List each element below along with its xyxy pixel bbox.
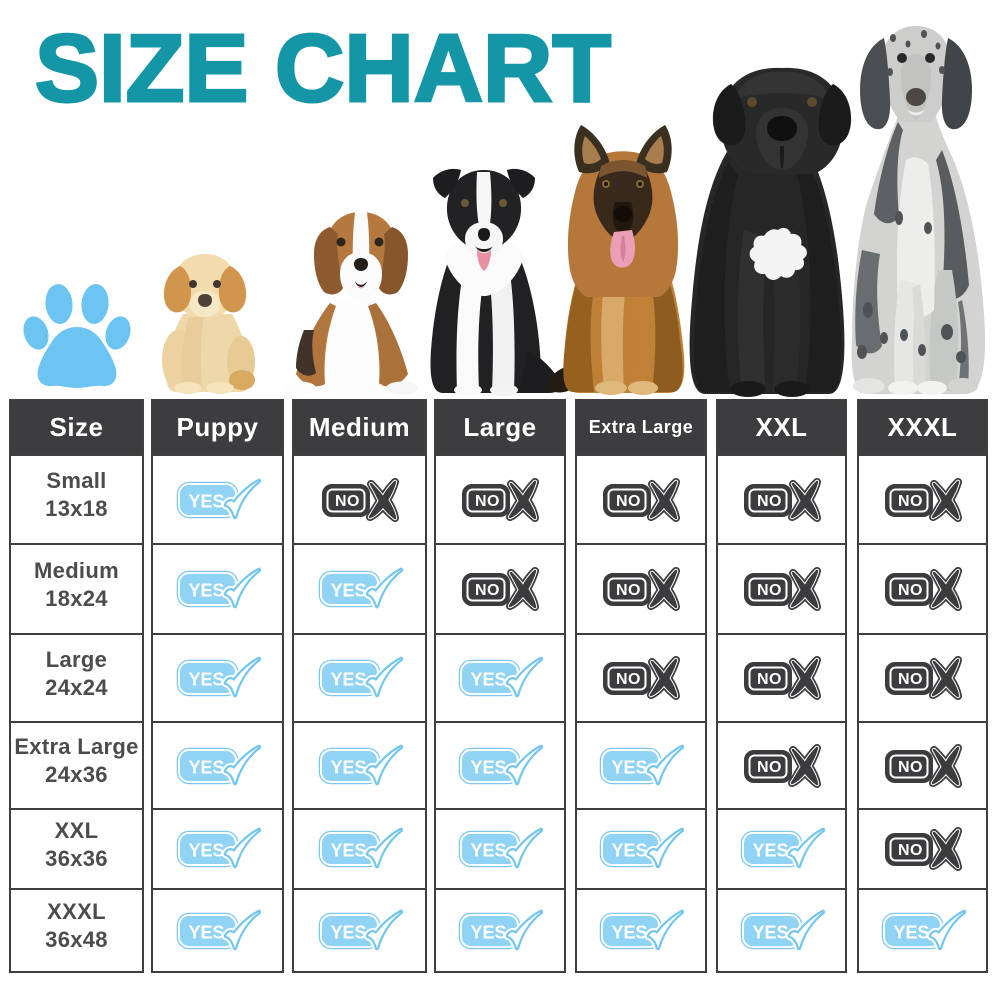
svg-text:NO: NO bbox=[335, 493, 360, 510]
svg-text:NO: NO bbox=[757, 582, 782, 599]
svg-text:YES: YES bbox=[471, 922, 507, 942]
svg-text:YES: YES bbox=[330, 581, 366, 601]
svg-text:YES: YES bbox=[893, 922, 929, 942]
svg-text:NO: NO bbox=[616, 582, 641, 599]
svg-text:YES: YES bbox=[188, 841, 224, 861]
svg-text:NO: NO bbox=[616, 671, 641, 688]
svg-text:YES: YES bbox=[188, 670, 224, 690]
svg-text:NO: NO bbox=[898, 842, 923, 859]
svg-text:YES: YES bbox=[330, 922, 366, 942]
svg-text:YES: YES bbox=[188, 757, 224, 777]
svg-text:NO: NO bbox=[475, 582, 500, 599]
svg-text:NO: NO bbox=[757, 493, 782, 510]
svg-text:YES: YES bbox=[330, 757, 366, 777]
svg-text:NO: NO bbox=[898, 759, 923, 776]
svg-text:YES: YES bbox=[752, 922, 788, 942]
svg-text:NO: NO bbox=[757, 671, 782, 688]
svg-text:YES: YES bbox=[612, 841, 648, 861]
svg-text:YES: YES bbox=[612, 922, 648, 942]
svg-text:NO: NO bbox=[898, 493, 923, 510]
svg-text:YES: YES bbox=[330, 841, 366, 861]
svg-text:YES: YES bbox=[612, 757, 648, 777]
svg-text:YES: YES bbox=[752, 841, 788, 861]
svg-text:YES: YES bbox=[188, 581, 224, 601]
svg-text:YES: YES bbox=[471, 841, 507, 861]
svg-text:NO: NO bbox=[616, 493, 641, 510]
svg-text:NO: NO bbox=[898, 671, 923, 688]
svg-text:NO: NO bbox=[475, 493, 500, 510]
svg-text:YES: YES bbox=[471, 757, 507, 777]
svg-text:YES: YES bbox=[471, 670, 507, 690]
svg-text:YES: YES bbox=[188, 922, 224, 942]
svg-text:YES: YES bbox=[330, 670, 366, 690]
svg-text:YES: YES bbox=[188, 491, 224, 511]
svg-text:NO: NO bbox=[898, 582, 923, 599]
svg-text:NO: NO bbox=[757, 759, 782, 776]
